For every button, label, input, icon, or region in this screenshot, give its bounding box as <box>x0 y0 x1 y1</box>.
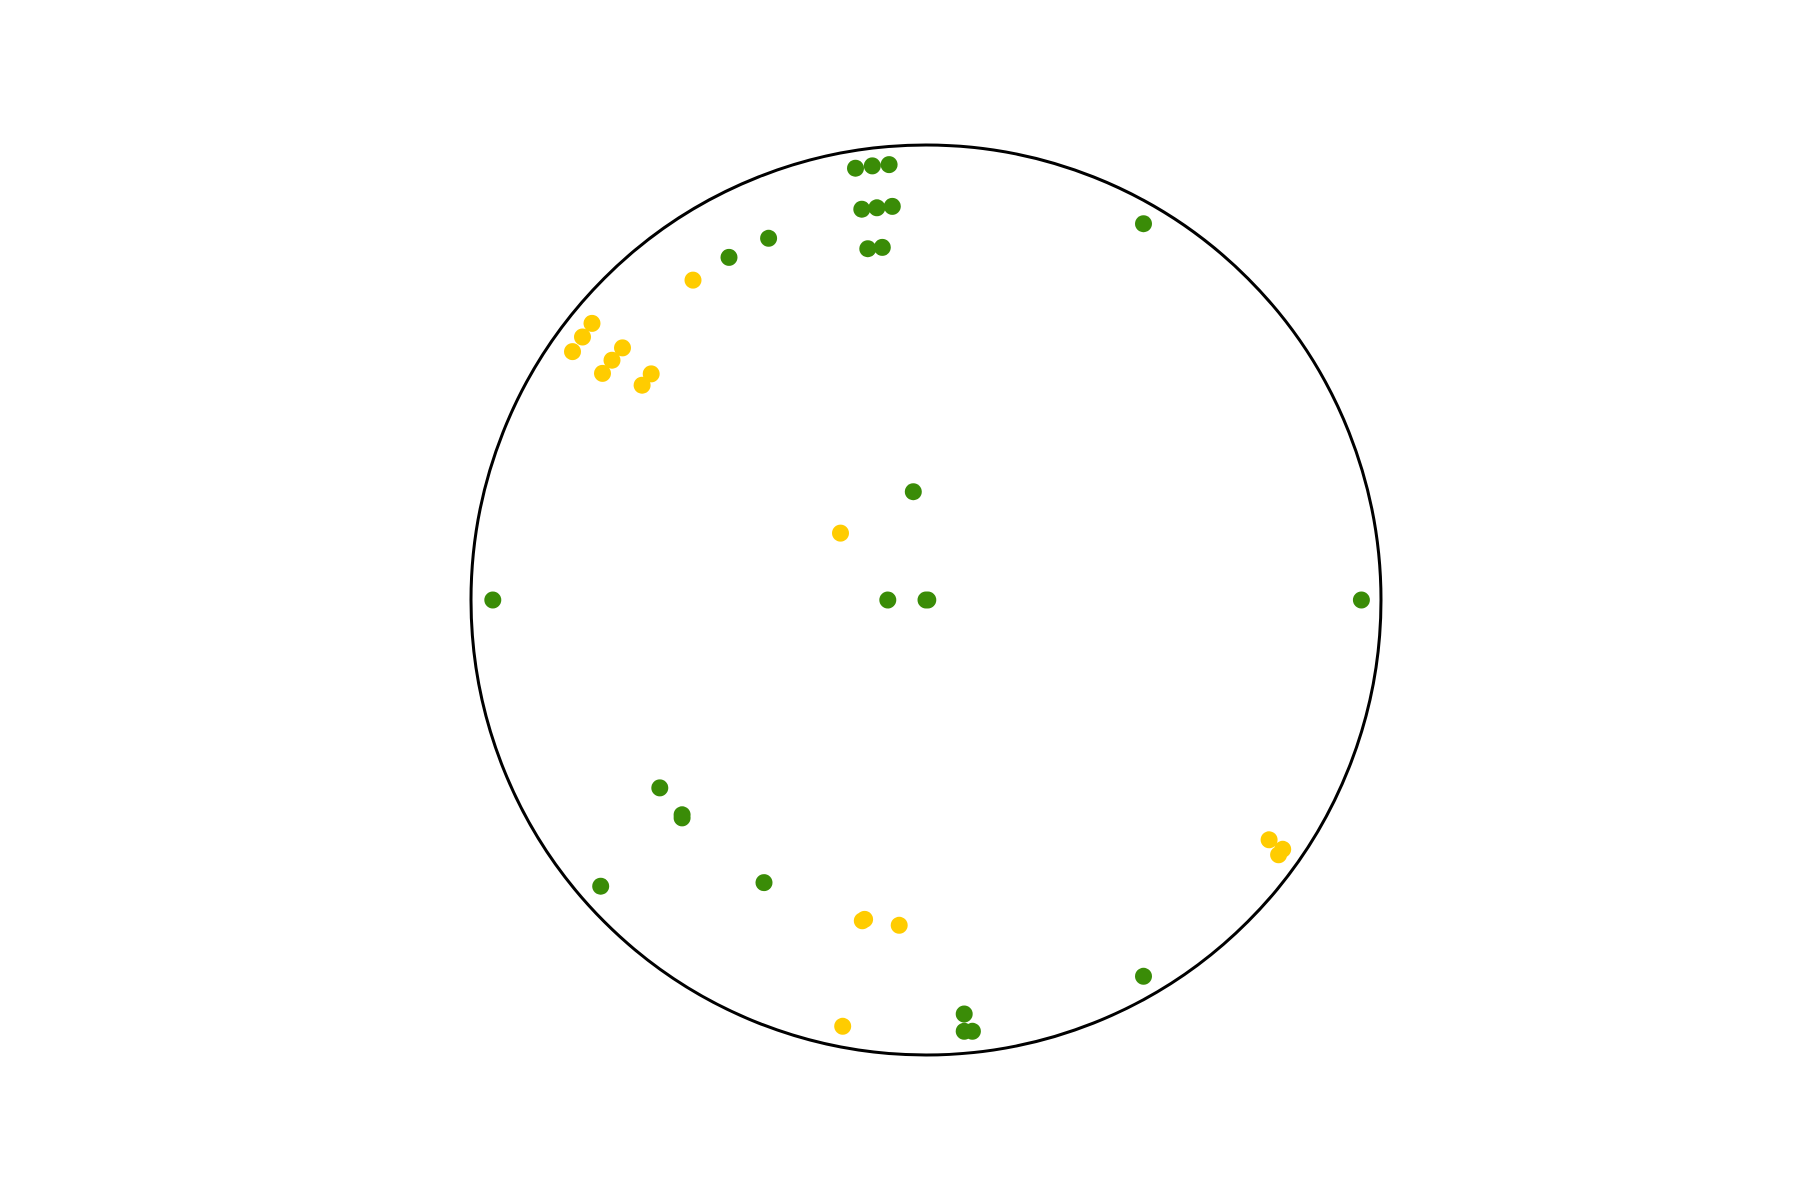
data-point-yellow-2 <box>574 328 591 346</box>
data-point-green-7 <box>873 238 891 256</box>
data-point-green-22 <box>1135 967 1152 985</box>
data-point-green-0 <box>847 159 864 177</box>
data-point-yellow-14 <box>856 910 874 928</box>
data-point-yellow-3 <box>564 343 581 361</box>
data-point-yellow-6 <box>594 364 611 382</box>
data-point-green-13 <box>879 591 897 609</box>
data-point-green-12 <box>484 591 502 609</box>
data-point-green-9 <box>720 248 738 266</box>
data-point-green-5 <box>883 197 901 215</box>
data-point-green-8 <box>760 229 778 247</box>
data-point-green-19 <box>673 809 691 827</box>
primitive-circle <box>469 143 1383 1057</box>
data-point-green-10 <box>1135 215 1152 233</box>
data-point-yellow-1 <box>583 314 601 332</box>
data-point-green-20 <box>592 877 610 895</box>
data-point-green-23 <box>955 1005 973 1023</box>
data-point-green-16 <box>1352 591 1370 609</box>
data-point-yellow-7 <box>642 365 660 383</box>
data-point-yellow-5 <box>603 351 621 369</box>
data-point-green-2 <box>880 156 898 174</box>
data-point-green-21 <box>755 874 773 892</box>
data-point-yellow-10 <box>1260 831 1278 849</box>
data-point-yellow-8 <box>633 376 651 394</box>
data-point-green-6 <box>859 240 877 258</box>
data-point-yellow-12 <box>1274 840 1292 858</box>
data-point-green-11 <box>904 483 922 501</box>
data-point-green-4 <box>868 199 886 217</box>
data-point-yellow-15 <box>890 916 908 934</box>
data-point-green-3 <box>853 200 871 218</box>
data-point-yellow-16 <box>834 1017 852 1035</box>
data-point-green-17 <box>651 779 669 797</box>
points-layer <box>484 156 1370 1040</box>
data-point-green-25 <box>963 1022 981 1040</box>
data-point-yellow-4 <box>614 339 631 357</box>
data-point-yellow-9 <box>832 524 849 542</box>
data-point-green-1 <box>863 157 881 175</box>
data-point-green-15 <box>919 591 937 609</box>
data-point-yellow-0 <box>684 271 702 289</box>
